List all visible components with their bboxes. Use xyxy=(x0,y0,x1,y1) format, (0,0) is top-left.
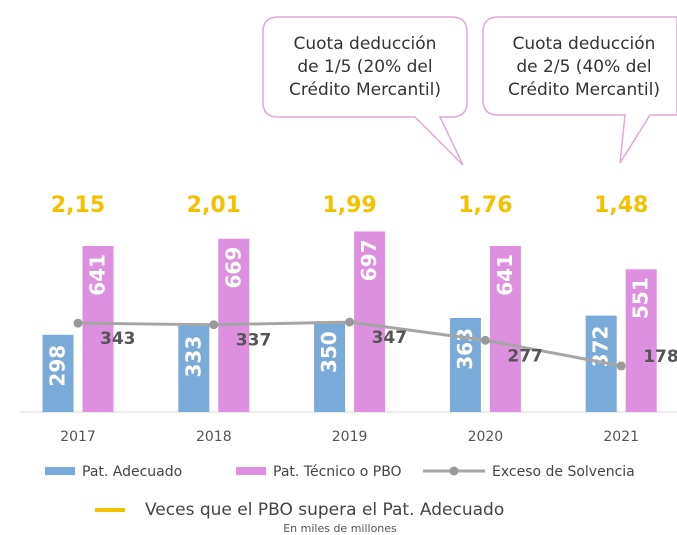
line-point xyxy=(616,361,626,371)
x-tick-label: 2021 xyxy=(603,429,639,445)
x-tick-label: 2018 xyxy=(196,429,232,445)
line-label: 347 xyxy=(372,328,408,348)
bar xyxy=(449,317,481,412)
callout-bubble xyxy=(262,16,468,166)
line-label: 277 xyxy=(507,346,543,366)
bar-label: 350 xyxy=(317,331,341,373)
bar-label: 641 xyxy=(493,254,517,296)
bar-label: 669 xyxy=(221,247,245,289)
bar xyxy=(82,245,114,412)
legend-label: Veces que el PBO supera el Pat. Adecuado xyxy=(145,500,504,520)
ratio-label: 1,48 xyxy=(594,193,648,218)
legend-label: Pat. Adecuado xyxy=(82,464,182,480)
bar-label: 298 xyxy=(46,345,70,387)
x-tick-label: 2017 xyxy=(60,429,96,445)
line-point xyxy=(480,335,490,345)
bar xyxy=(178,325,210,412)
bar-label: 363 xyxy=(453,328,477,370)
callout-text: Crédito Mercantil) xyxy=(289,80,441,100)
line-point xyxy=(209,320,219,330)
ratio-label: 1,99 xyxy=(322,193,376,218)
legend-marker xyxy=(449,466,459,476)
callout-text: Cuota deducción xyxy=(294,34,437,54)
bar-label: 333 xyxy=(181,336,205,378)
legend-label: Exceso de Solvencia xyxy=(492,464,635,480)
callout-text: Cuota deducción xyxy=(513,34,656,54)
note: En miles de millones xyxy=(283,522,397,535)
callout-bubble xyxy=(482,16,677,164)
callout-text: Crédito Mercantil) xyxy=(508,80,660,100)
line-label: 337 xyxy=(236,331,271,351)
bar xyxy=(354,231,386,412)
line-point xyxy=(73,318,83,328)
ratio-label: 1,76 xyxy=(458,193,512,218)
bar xyxy=(314,321,346,412)
bar-label: 551 xyxy=(629,277,653,319)
x-tick-label: 2019 xyxy=(332,429,368,445)
bar xyxy=(42,334,74,412)
bar xyxy=(625,269,657,412)
x-tick-label: 2020 xyxy=(468,429,504,445)
bar-label: 641 xyxy=(86,254,110,296)
ratio-label: 2,01 xyxy=(187,193,241,218)
bar-label: 697 xyxy=(357,239,381,281)
line-label: 178 xyxy=(643,347,677,367)
callout-text: de 1/5 (20% del xyxy=(297,57,432,77)
legend-label: Pat. Técnico o PBO xyxy=(273,464,402,480)
legend-swatch xyxy=(45,467,75,475)
bar xyxy=(489,245,521,412)
legend-swatch xyxy=(236,467,266,475)
line-point xyxy=(345,317,355,327)
ratio-label: 2,15 xyxy=(51,193,105,218)
line-label: 343 xyxy=(100,329,136,349)
callout-text: de 2/5 (40% del xyxy=(516,57,651,77)
